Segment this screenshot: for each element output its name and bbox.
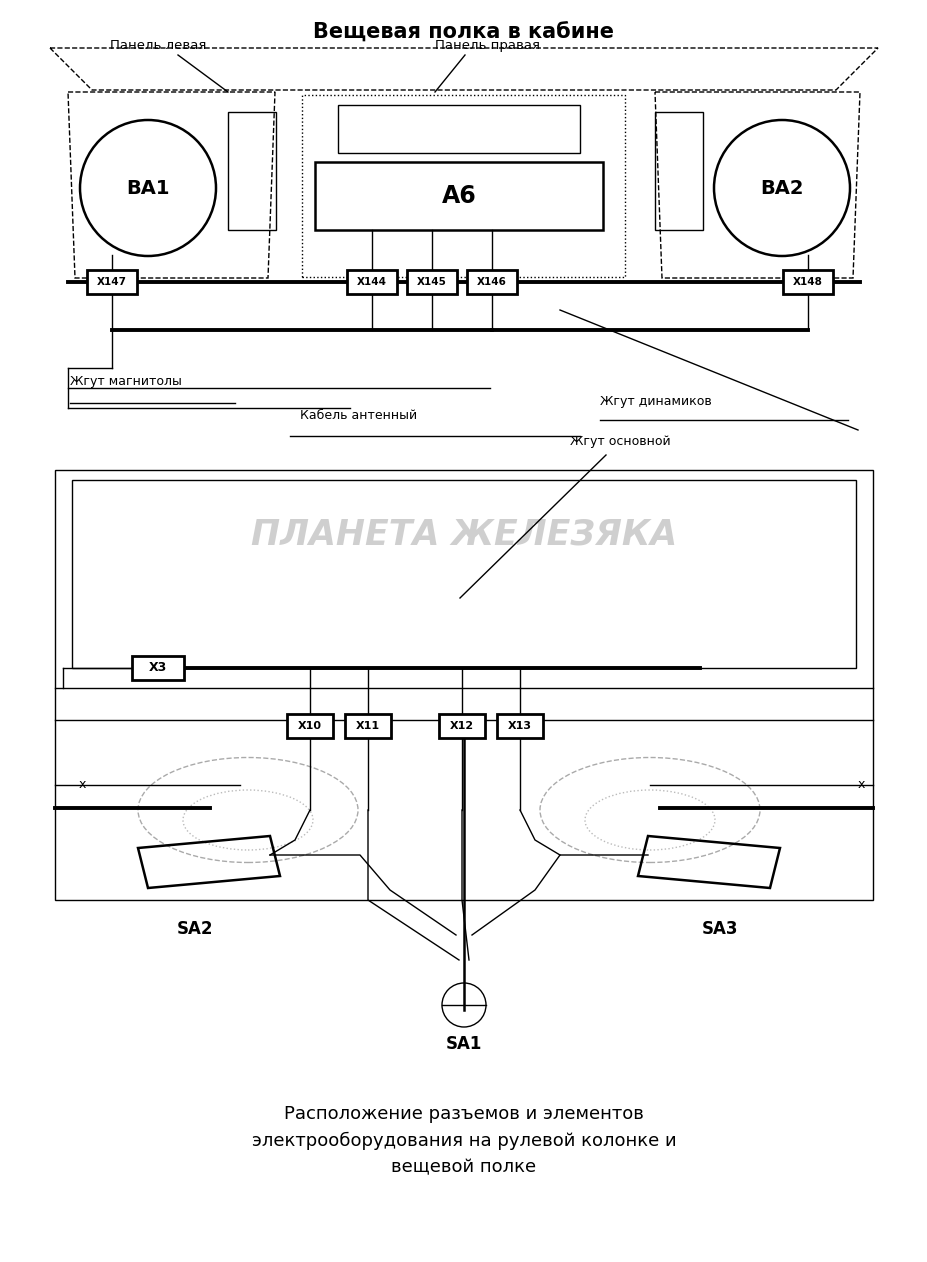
Text: X10: X10 [298, 721, 322, 731]
Text: X13: X13 [507, 721, 531, 731]
Text: Жгут основной: Жгут основной [569, 435, 670, 448]
Text: SA1: SA1 [445, 1035, 482, 1053]
Text: A6: A6 [441, 184, 476, 208]
Text: X12: X12 [450, 721, 474, 731]
Bar [228, 112, 275, 230]
Bar [407, 270, 456, 294]
Text: Расположение разъемов и элементов
электрооборудования на рулевой колонке и
вещев: Расположение разъемов и элементов электр… [251, 1106, 676, 1176]
Text: X144: X144 [357, 276, 387, 286]
Bar [301, 95, 624, 276]
Bar [345, 714, 390, 738]
Text: ПЛАНЕТА ЖЕЛЕЗЯКА: ПЛАНЕТА ЖЕЛЕЗЯКА [250, 517, 677, 551]
Bar [347, 270, 397, 294]
Text: BA2: BA2 [759, 178, 803, 197]
Text: x: x [857, 779, 864, 791]
Bar [314, 162, 603, 230]
Text: Жгут магнитолы: Жгут магнитолы [70, 375, 182, 387]
Text: X146: X146 [476, 276, 506, 286]
Text: SA2: SA2 [176, 920, 213, 938]
Bar [466, 270, 516, 294]
Bar [132, 656, 184, 680]
Bar [654, 112, 703, 230]
Bar [286, 714, 333, 738]
Bar [782, 270, 832, 294]
Text: Панель левая: Панель левая [110, 39, 206, 52]
Bar [72, 480, 855, 668]
Bar [497, 714, 542, 738]
Bar [438, 714, 485, 738]
Text: Вещевая полка в кабине: Вещевая полка в кабине [313, 21, 614, 43]
Text: X11: X11 [356, 721, 380, 731]
Text: SA3: SA3 [701, 920, 738, 938]
Text: x: x [78, 779, 85, 791]
Bar [55, 469, 872, 900]
Bar [87, 270, 137, 294]
Text: X3: X3 [148, 661, 167, 674]
Bar [337, 105, 579, 153]
Text: X145: X145 [416, 276, 447, 286]
Text: Панель правая: Панель правая [435, 39, 540, 52]
Text: X148: X148 [793, 276, 822, 286]
Text: Кабель антенный: Кабель антенный [299, 409, 416, 422]
Text: X147: X147 [97, 276, 127, 286]
Text: Жгут динамиков: Жгут динамиков [600, 395, 711, 408]
Text: BA1: BA1 [126, 178, 170, 197]
